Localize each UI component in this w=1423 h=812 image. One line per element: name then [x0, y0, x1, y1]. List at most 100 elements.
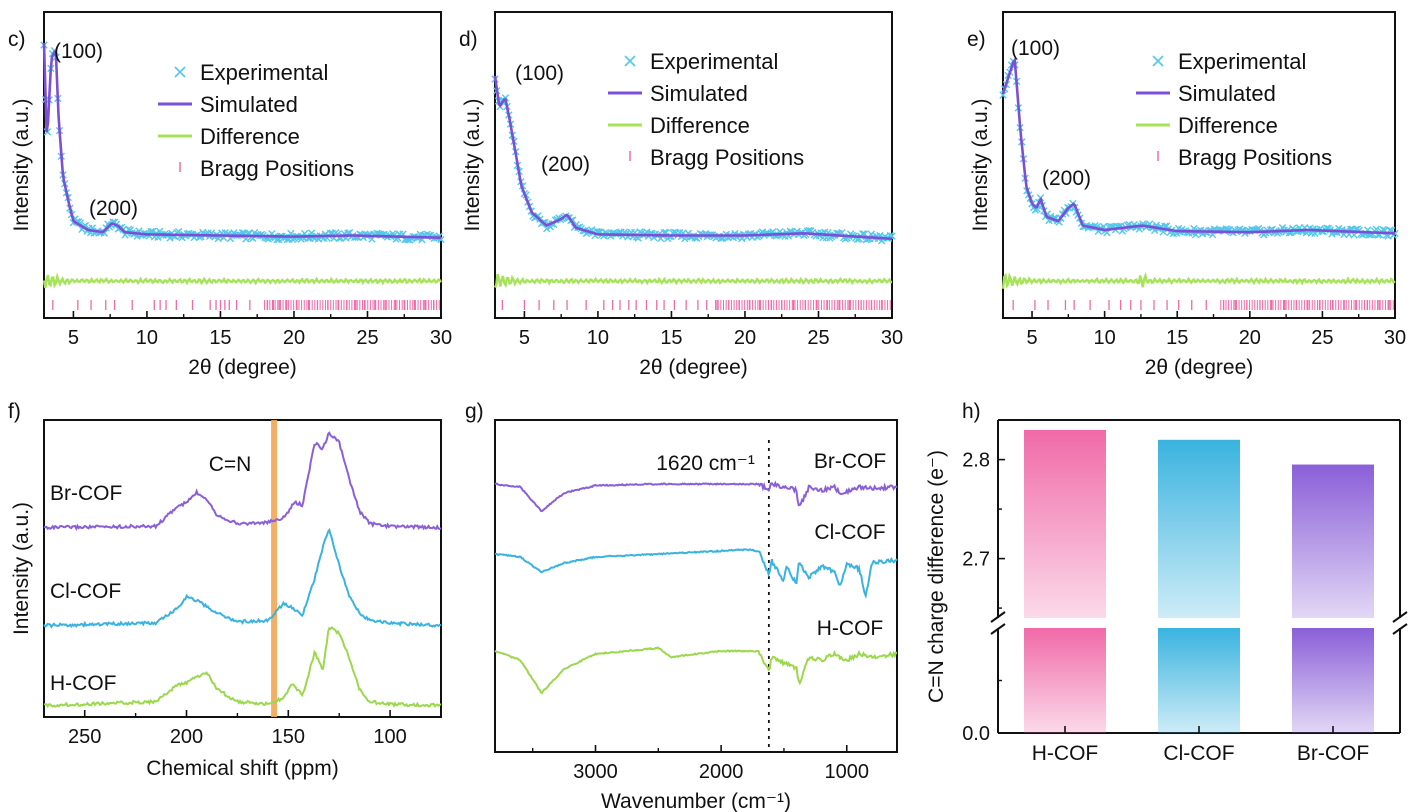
bragg-positions [1012, 300, 1394, 310]
legend-bragg-label: Bragg Positions [200, 156, 354, 181]
y-axis-label: Intensity (a.u.) [10, 502, 33, 635]
category-label: Cl-COF [1163, 742, 1234, 765]
axis-break-mark [990, 623, 1006, 635]
difference-series [1001, 271, 1396, 289]
legend-difference-label: Difference [200, 124, 300, 149]
legend-experimental-marker [624, 55, 636, 67]
simulated-series [42, 42, 441, 239]
simulated-series [493, 75, 893, 241]
y-tick-label: 2.7 [962, 549, 990, 571]
bragg-positions [52, 300, 440, 310]
experimental-point [999, 91, 1007, 99]
peak-label-200: (200) [89, 197, 138, 220]
peak-label-100: (100) [515, 62, 564, 85]
legend-experimental-label: Experimental [200, 60, 328, 85]
bar-upper-br-cof [1292, 464, 1374, 618]
experimental-point [1036, 194, 1045, 202]
series-label: H-COF [817, 617, 884, 640]
panel-label: d) [459, 28, 478, 51]
legend-simulated-label: Simulated [200, 92, 298, 117]
x-tick-label: 25 [1311, 327, 1333, 349]
panel-label: f) [8, 400, 21, 423]
bar-lower-br-cof [1292, 628, 1374, 733]
x-tick-label: 250 [68, 726, 101, 748]
axis-break-mark [1392, 623, 1408, 635]
x-tick-label: 30 [881, 327, 903, 349]
x-axis-label: 2θ (degree) [639, 356, 748, 379]
cn-highlight-band [271, 420, 278, 717]
y-axis-label: C=N charge difference (e⁻) [925, 450, 948, 703]
x-tick-label: 30 [1384, 327, 1406, 349]
series-label: Cl-COF [50, 580, 121, 603]
x-axis-label: Chemical shift (ppm) [146, 757, 339, 780]
cn-annotation: C=N [209, 453, 252, 476]
ftir-series-br-cof [494, 480, 898, 513]
wavenumber-annotation: 1620 cm⁻¹ [656, 452, 755, 475]
x-tick-label: 20 [734, 327, 756, 349]
axis-break-mark [1392, 611, 1408, 623]
x-tick-label: 5 [1026, 327, 1037, 349]
legend-difference-label: Difference [1178, 113, 1278, 138]
x-tick-label: 200 [170, 726, 203, 748]
category-label: H-COF [1032, 742, 1099, 765]
y-axis-label: Intensity (a.u.) [10, 98, 33, 231]
bar-upper-h-cof [1024, 429, 1106, 618]
legend-bragg-label: Bragg Positions [1178, 145, 1332, 170]
plot-frame [1002, 11, 1396, 319]
y-tick-label: 0.0 [962, 723, 990, 745]
x-tick-label: 25 [807, 327, 829, 349]
legend-difference-label: Difference [650, 113, 750, 138]
simulated-series [1001, 56, 1395, 235]
peak-label-100: (100) [1011, 37, 1060, 60]
legend-experimental-label: Experimental [650, 49, 778, 74]
x-tick-label: 100 [373, 726, 406, 748]
x-tick-label: 15 [660, 327, 682, 349]
peak-label-100: (100) [54, 40, 103, 63]
y-axis-label: Intensity (a.u.) [969, 98, 992, 231]
legend-simulated-label: Simulated [650, 81, 748, 106]
difference-series [42, 272, 443, 289]
plot-frame [494, 11, 893, 319]
panel-label: c) [8, 28, 26, 51]
nmr-series-cl-cof [43, 527, 442, 629]
legend-experimental-label: Experimental [1178, 49, 1306, 74]
x-tick-label: 3000 [573, 761, 618, 783]
x-tick-label: 10 [1094, 327, 1116, 349]
nmr-series-br-cof [43, 431, 442, 532]
bar-lower-cl-cof [1158, 628, 1240, 733]
x-tick-label: 25 [356, 327, 378, 349]
difference-series [493, 273, 892, 289]
x-tick-label: 20 [1239, 327, 1261, 349]
x-tick-label: 15 [1166, 327, 1188, 349]
x-tick-label: 2000 [699, 761, 744, 783]
series-label: H-COF [50, 672, 117, 695]
bar-lower-h-cof [1024, 628, 1106, 733]
x-tick-label: 10 [587, 327, 609, 349]
series-label: Br-COF [814, 450, 886, 473]
peak-label-200: (200) [541, 153, 590, 176]
x-tick-label: 15 [209, 327, 231, 349]
legend-experimental-marker [174, 66, 186, 78]
x-tick-label: 1000 [825, 761, 870, 783]
y-tick-label: 2.8 [962, 450, 990, 472]
legend-simulated-label: Simulated [1178, 81, 1276, 106]
nmr-series-h-cof [43, 625, 442, 709]
x-tick-label: 5 [519, 327, 530, 349]
x-axis-label: Wavenumber (cm⁻¹) [601, 790, 791, 812]
panel-label: g) [465, 400, 484, 423]
plot-frame [43, 11, 442, 319]
legend-bragg-label: Bragg Positions [650, 145, 804, 170]
bragg-positions [501, 300, 891, 310]
bar-upper-cl-cof [1158, 439, 1240, 618]
legend-experimental-marker [1152, 55, 1164, 67]
x-axis-label: 2θ (degree) [188, 356, 297, 379]
ftir-series-cl-cof [494, 548, 898, 600]
category-label: Br-COF [1297, 742, 1369, 765]
plot-frame [43, 419, 442, 718]
x-tick-label: 30 [430, 327, 452, 349]
x-tick-label: 5 [68, 327, 79, 349]
peak-label-200: (200) [1042, 167, 1091, 190]
panel-label: e) [967, 28, 986, 51]
series-label: Cl-COF [814, 521, 885, 544]
